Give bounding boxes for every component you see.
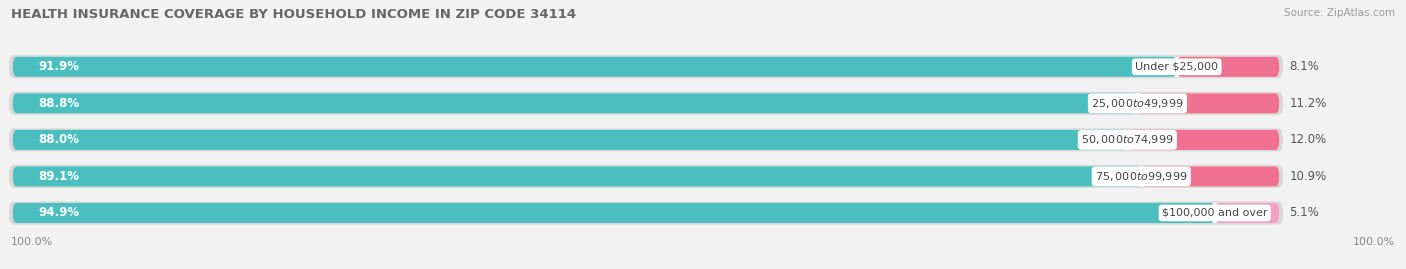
Text: 100.0%: 100.0%: [1353, 238, 1395, 247]
Text: 89.1%: 89.1%: [38, 170, 79, 183]
FancyBboxPatch shape: [13, 166, 1279, 186]
FancyBboxPatch shape: [13, 57, 1279, 77]
FancyBboxPatch shape: [1128, 130, 1279, 150]
Text: 88.8%: 88.8%: [38, 97, 79, 110]
Text: Source: ZipAtlas.com: Source: ZipAtlas.com: [1284, 8, 1395, 18]
FancyBboxPatch shape: [8, 201, 1284, 224]
FancyBboxPatch shape: [13, 130, 1128, 150]
Text: 8.1%: 8.1%: [1289, 60, 1319, 73]
Text: 91.9%: 91.9%: [38, 60, 79, 73]
FancyBboxPatch shape: [8, 55, 1284, 78]
FancyBboxPatch shape: [1142, 166, 1279, 186]
Text: 11.2%: 11.2%: [1289, 97, 1327, 110]
FancyBboxPatch shape: [13, 57, 1177, 77]
FancyBboxPatch shape: [13, 166, 1142, 186]
Text: 88.0%: 88.0%: [38, 133, 79, 146]
FancyBboxPatch shape: [1177, 57, 1279, 77]
FancyBboxPatch shape: [8, 92, 1284, 115]
Text: 94.9%: 94.9%: [38, 207, 79, 220]
Text: HEALTH INSURANCE COVERAGE BY HOUSEHOLD INCOME IN ZIP CODE 34114: HEALTH INSURANCE COVERAGE BY HOUSEHOLD I…: [11, 8, 576, 21]
Text: Under $25,000: Under $25,000: [1135, 62, 1218, 72]
Text: $75,000 to $99,999: $75,000 to $99,999: [1095, 170, 1188, 183]
FancyBboxPatch shape: [13, 203, 1279, 223]
FancyBboxPatch shape: [13, 203, 1215, 223]
FancyBboxPatch shape: [13, 130, 1279, 150]
FancyBboxPatch shape: [8, 128, 1284, 151]
Text: 10.9%: 10.9%: [1289, 170, 1327, 183]
FancyBboxPatch shape: [1215, 203, 1279, 223]
Text: $50,000 to $74,999: $50,000 to $74,999: [1081, 133, 1174, 146]
Text: 5.1%: 5.1%: [1289, 207, 1319, 220]
FancyBboxPatch shape: [13, 93, 1279, 114]
Text: 12.0%: 12.0%: [1289, 133, 1327, 146]
Text: 100.0%: 100.0%: [11, 238, 53, 247]
FancyBboxPatch shape: [13, 93, 1137, 114]
FancyBboxPatch shape: [1137, 93, 1279, 114]
FancyBboxPatch shape: [8, 165, 1284, 188]
Text: $25,000 to $49,999: $25,000 to $49,999: [1091, 97, 1184, 110]
Text: $100,000 and over: $100,000 and over: [1161, 208, 1267, 218]
